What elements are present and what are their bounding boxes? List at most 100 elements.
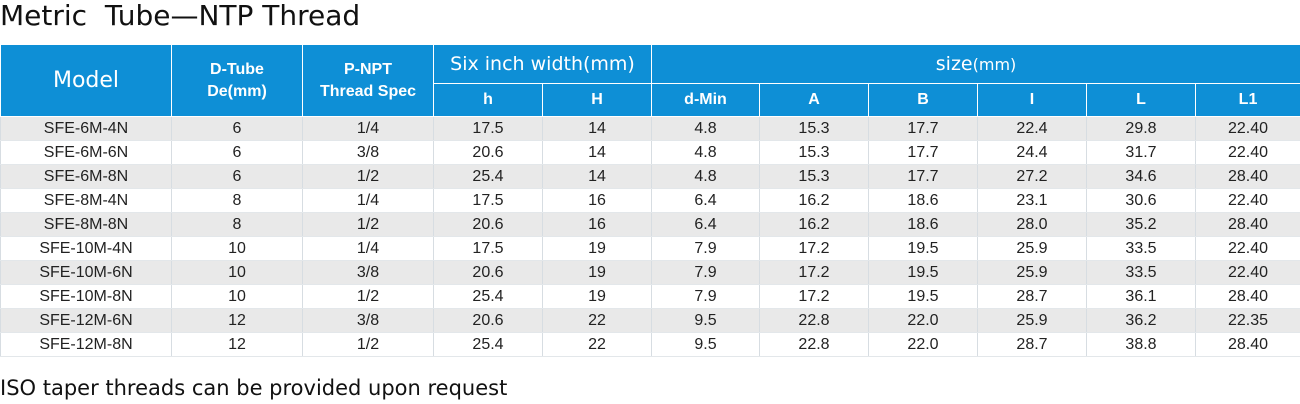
cell-A: 22.8	[759, 332, 869, 357]
cell-L1: 28.40	[1194, 332, 1300, 357]
cell-B: 19.5	[868, 284, 978, 309]
cell-model: SFE-12M-8N	[0, 332, 172, 357]
cell-I: 28.7	[977, 332, 1087, 357]
cell-B: 18.6	[868, 212, 978, 237]
cell-H: 22	[542, 308, 652, 333]
cell-p-npt: 1/2	[302, 212, 434, 237]
cell-A: 22.8	[759, 308, 869, 333]
cell-B: 22.0	[868, 332, 978, 357]
cell-B: 22.0	[868, 308, 978, 333]
cell-p-npt: 3/8	[302, 260, 434, 285]
cell-H: 14	[542, 164, 652, 189]
cell-d-tube: 12	[171, 332, 303, 357]
cell-d-min: 7.9	[651, 284, 760, 309]
table-row: SFE-10M-6N 10 3/8 20.6 19 7.9 17.2 19.5 25.9 33.5…	[0, 260, 1300, 285]
cell-I: 27.2	[977, 164, 1087, 189]
table-row: SFE-8M-4N 8 1/4 17.5 16 6.4 16.2 18.6 23.1 30.6 22…	[0, 188, 1300, 213]
page-title: Metric Tube—NTP Thread	[0, 0, 361, 32]
cell-L1: 22.40	[1194, 116, 1300, 141]
cell-d-tube: 12	[171, 308, 303, 333]
cell-d-min: 4.8	[651, 140, 760, 165]
cell-h: 17.5	[433, 188, 543, 213]
table-row: SFE-6M-4N 6 1/4 17.5 14 4.8 15.3 17.7 22.4 29.8 22…	[0, 116, 1300, 141]
cell-L: 31.7	[1086, 140, 1196, 165]
cell-d-tube: 8	[171, 188, 303, 213]
header-col-B: B	[868, 83, 978, 117]
cell-A: 16.2	[759, 188, 869, 213]
cell-model: SFE-10M-6N	[0, 260, 172, 285]
cell-A: 15.3	[759, 164, 869, 189]
cell-L1: 22.40	[1194, 188, 1300, 213]
cell-I: 23.1	[977, 188, 1087, 213]
header-col-d-min: d-Min	[651, 83, 760, 117]
cell-d-tube: 6	[171, 116, 303, 141]
cell-model: SFE-8M-8N	[0, 212, 172, 237]
cell-A: 17.2	[759, 260, 869, 285]
cell-L: 38.8	[1086, 332, 1196, 357]
table-row: SFE-6M-8N 6 1/2 25.4 14 4.8 15.3 17.7 27.2 34.6 28…	[0, 164, 1300, 189]
cell-L1: 22.40	[1194, 236, 1300, 261]
table-row: SFE-6M-6N 6 3/8 20.6 14 4.8 15.3 17.7 24.4 31.7 22…	[0, 140, 1300, 165]
header-col-H: H	[542, 83, 652, 117]
cell-p-npt: 1/2	[302, 284, 434, 309]
cell-A: 17.2	[759, 284, 869, 309]
cell-d-tube: 8	[171, 212, 303, 237]
table-row: SFE-8M-8N 8 1/2 20.6 16 6.4 16.2 18.6 28.0 35.2 28…	[0, 212, 1300, 237]
cell-I: 22.4	[977, 116, 1087, 141]
cell-B: 19.5	[868, 236, 978, 261]
cell-L: 35.2	[1086, 212, 1196, 237]
cell-model: SFE-6M-8N	[0, 164, 172, 189]
header-size: size(mm)	[650, 44, 1300, 84]
table-row: SFE-10M-4N 10 1/4 17.5 19 7.9 17.2 19.5 25.9 33.5…	[0, 236, 1300, 261]
cell-d-min: 4.8	[651, 116, 760, 141]
cell-B: 17.7	[868, 116, 978, 141]
cell-d-tube: 6	[171, 140, 303, 165]
cell-model: SFE-6M-4N	[0, 116, 172, 141]
cell-A: 15.3	[759, 116, 869, 141]
cell-I: 28.7	[977, 284, 1087, 309]
table-row: SFE-12M-6N 12 3/8 20.6 22 9.5 22.8 22.0 25.9 36.2…	[0, 308, 1300, 333]
cell-h: 17.5	[433, 116, 543, 141]
cell-d-min: 6.4	[651, 188, 760, 213]
table-row: SFE-10M-8N 10 1/2 25.4 19 7.9 17.2 19.5 28.7 36.1…	[0, 284, 1300, 309]
cell-B: 17.7	[868, 140, 978, 165]
cell-h: 20.6	[433, 308, 543, 333]
cell-p-npt: 1/4	[302, 188, 434, 213]
cell-H: 14	[542, 140, 652, 165]
cell-model: SFE-10M-8N	[0, 284, 172, 309]
table-header: Model D-Tube De(mm) P-NPT Thread Spec Si…	[0, 44, 1300, 117]
cell-d-min: 4.8	[651, 164, 760, 189]
cell-H: 19	[542, 284, 652, 309]
cell-h: 20.6	[433, 260, 543, 285]
cell-model: SFE-6M-6N	[0, 140, 172, 165]
header-col-L1: L1	[1194, 83, 1300, 117]
cell-H: 16	[542, 188, 652, 213]
header-d-tube: D-Tube De(mm)	[171, 44, 303, 117]
cell-d-min: 7.9	[651, 260, 760, 285]
cell-p-npt: 3/8	[302, 140, 434, 165]
cell-L1: 28.40	[1194, 284, 1300, 309]
cell-p-npt: 3/8	[302, 308, 434, 333]
header-model: Model	[0, 44, 172, 117]
cell-H: 19	[542, 236, 652, 261]
cell-p-npt: 1/2	[302, 332, 434, 357]
cell-d-min: 9.5	[651, 308, 760, 333]
cell-d-min: 6.4	[651, 212, 760, 237]
cell-d-tube: 10	[171, 236, 303, 261]
cell-I: 28.0	[977, 212, 1087, 237]
cell-d-min: 7.9	[651, 236, 760, 261]
cell-L1: 22.35	[1194, 308, 1300, 333]
cell-L: 34.6	[1086, 164, 1196, 189]
cell-h: 17.5	[433, 236, 543, 261]
header-p-npt-line1: P-NPT	[344, 60, 392, 78]
header-p-npt: P-NPT Thread Spec	[302, 44, 434, 117]
cell-H: 16	[542, 212, 652, 237]
header-col-h: h	[433, 83, 543, 117]
footnote: ISO taper threads can be provided upon r…	[0, 376, 508, 400]
cell-A: 15.3	[759, 140, 869, 165]
header-d-tube-line2: De(mm)	[207, 82, 267, 100]
cell-L: 36.2	[1086, 308, 1196, 333]
cell-L: 29.8	[1086, 116, 1196, 141]
cell-d-tube: 10	[171, 260, 303, 285]
table-body: SFE-6M-4N 6 1/4 17.5 14 4.8 15.3 17.7 22.4 29.8 22…	[0, 116, 1300, 357]
